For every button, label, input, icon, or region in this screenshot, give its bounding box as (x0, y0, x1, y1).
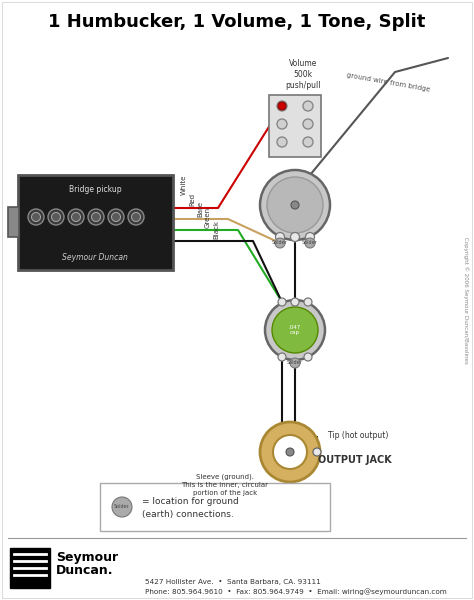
Circle shape (277, 137, 287, 147)
Circle shape (275, 232, 284, 241)
Circle shape (68, 209, 84, 225)
Circle shape (88, 209, 104, 225)
Bar (269, 95, 321, 157)
Circle shape (303, 101, 313, 111)
Text: Copyright © 2006 Seymour Duncan/Basslines: Copyright © 2006 Seymour Duncan/Bassline… (463, 236, 469, 364)
Circle shape (313, 448, 321, 456)
Circle shape (260, 170, 330, 240)
Circle shape (272, 307, 318, 353)
Circle shape (128, 209, 144, 225)
Text: Seymour: Seymour (56, 551, 118, 563)
Bar (18, 175, 173, 270)
Circle shape (111, 212, 120, 221)
Circle shape (306, 232, 315, 241)
Circle shape (265, 300, 325, 360)
Circle shape (303, 137, 313, 147)
Circle shape (112, 497, 132, 517)
Text: OUTPUT JACK: OUTPUT JACK (318, 455, 392, 465)
Text: Duncan.: Duncan. (56, 563, 113, 577)
Text: Tip (hot output): Tip (hot output) (328, 431, 388, 439)
Circle shape (28, 209, 44, 225)
Circle shape (277, 119, 287, 129)
Text: Green: Green (205, 207, 211, 228)
Circle shape (131, 212, 140, 221)
Text: Volume
500k
push/pull: Volume 500k push/pull (285, 59, 321, 90)
Text: Seymour Duncan: Seymour Duncan (62, 253, 128, 263)
Circle shape (277, 101, 287, 111)
Circle shape (278, 102, 286, 110)
Circle shape (108, 209, 124, 225)
Text: Sleeve (ground).
This is the inner, circular
portion of the jack: Sleeve (ground). This is the inner, circ… (182, 474, 268, 496)
Text: .047
cap: .047 cap (289, 325, 301, 335)
Text: ground wire from bridge: ground wire from bridge (346, 71, 430, 92)
Text: Solder: Solder (272, 241, 288, 245)
Circle shape (52, 212, 61, 221)
Text: Phone: 805.964.9610  •  Fax: 805.964.9749  •  Email: wiring@seymourduncan.com: Phone: 805.964.9610 • Fax: 805.964.9749 … (145, 589, 447, 595)
Circle shape (273, 435, 307, 469)
Circle shape (48, 209, 64, 225)
Circle shape (290, 358, 300, 368)
Circle shape (304, 298, 312, 306)
Text: Red: Red (189, 193, 195, 206)
Text: (earth) connections.: (earth) connections. (142, 511, 234, 520)
Text: Black: Black (213, 220, 219, 239)
Text: Bare: Bare (197, 201, 203, 217)
Circle shape (260, 422, 320, 482)
Text: = location for ground: = location for ground (142, 497, 239, 505)
Text: Solder: Solder (302, 241, 318, 245)
Text: Solder: Solder (114, 505, 130, 509)
Circle shape (291, 201, 299, 209)
Circle shape (31, 212, 40, 221)
Bar (100, 483, 330, 531)
Circle shape (291, 232, 300, 241)
Circle shape (72, 212, 81, 221)
Circle shape (303, 119, 313, 129)
Circle shape (275, 238, 285, 248)
Text: White: White (181, 175, 187, 195)
Text: 1 Humbucker, 1 Volume, 1 Tone, Split: 1 Humbucker, 1 Volume, 1 Tone, Split (48, 13, 426, 31)
Bar (8, 207, 19, 237)
Circle shape (304, 353, 312, 361)
Circle shape (267, 177, 323, 233)
Bar (10, 548, 50, 588)
Text: Solder: Solder (287, 361, 303, 365)
Circle shape (278, 298, 286, 306)
Text: Bridge pickup: Bridge pickup (69, 185, 121, 193)
Circle shape (291, 298, 299, 306)
Circle shape (91, 212, 100, 221)
Circle shape (286, 448, 294, 456)
Circle shape (305, 238, 315, 248)
Text: 5427 Hollister Ave.  •  Santa Barbara, CA. 93111: 5427 Hollister Ave. • Santa Barbara, CA.… (145, 579, 321, 585)
Circle shape (278, 353, 286, 361)
